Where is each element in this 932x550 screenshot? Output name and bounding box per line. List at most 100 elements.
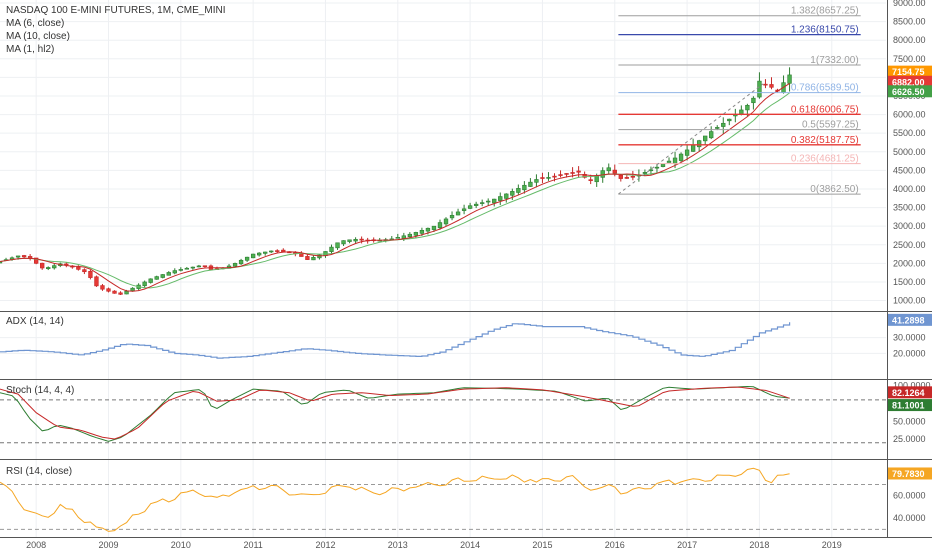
stoch-tick-label: 50.0000	[893, 416, 926, 426]
ma10-legend: MA (10, close)	[6, 31, 70, 42]
candle-body	[52, 265, 57, 269]
stoch-d-line	[0, 386, 790, 440]
candle-body	[624, 177, 629, 179]
candle-body	[76, 266, 81, 270]
price-badge	[888, 65, 932, 78]
candle-body	[449, 215, 455, 219]
candle-body	[684, 149, 690, 156]
candle-body	[317, 254, 322, 259]
chart-legend: NASDAQ 100 E-MINI FUTURES, 1M, CME_MINI …	[6, 4, 225, 56]
candle-body	[269, 250, 274, 253]
candle-body	[178, 269, 183, 271]
candle-body	[660, 163, 666, 167]
candle-body	[190, 266, 196, 269]
candle-body	[654, 166, 660, 169]
candle-body	[88, 270, 93, 278]
candle-body	[703, 135, 708, 142]
candle-body	[540, 177, 545, 179]
candles	[0, 67, 792, 295]
candle-body	[263, 251, 268, 254]
candle-body	[94, 276, 99, 287]
candle-body	[588, 179, 593, 181]
candle-body	[395, 237, 400, 239]
candle-body	[666, 160, 672, 163]
year-tick-label: 2017	[677, 540, 697, 550]
adx-tick-label: 20.0000	[893, 348, 926, 358]
stoch-value-label: 82.1264	[892, 388, 925, 398]
candle-body	[112, 290, 117, 294]
candle-body	[739, 109, 744, 115]
adx-line	[0, 322, 791, 359]
candle-body	[630, 176, 636, 178]
candle-body	[648, 169, 654, 172]
stoch-value-badge	[888, 399, 932, 412]
candle-body	[166, 272, 171, 276]
fib-level-label: 0.382(5187.75)	[791, 135, 859, 146]
price-tick-label: 1500.00	[893, 277, 926, 287]
fib-level-label: 1(7332.00)	[810, 55, 858, 66]
candle-body	[486, 200, 491, 203]
candle-body	[516, 188, 521, 193]
candle-body	[425, 227, 431, 232]
candle-body	[0, 261, 3, 264]
price-tick-label: 1000.00	[893, 296, 926, 306]
candle-body	[21, 255, 27, 258]
candle-body	[335, 242, 340, 249]
candle-body	[148, 278, 153, 283]
candle-body	[118, 292, 123, 295]
price-tick-label: 7500.00	[893, 54, 926, 64]
price-tick-label: 2000.00	[893, 258, 926, 268]
year-tick-label: 2008	[26, 540, 46, 550]
candle-body	[160, 274, 165, 278]
rsi-value-badge	[888, 467, 932, 480]
candle-body	[347, 239, 352, 242]
candle-body	[305, 256, 310, 260]
symbol-title: NASDAQ 100 E-MINI FUTURES, 1M, CME_MINI	[6, 5, 226, 16]
price-badge	[888, 75, 932, 88]
fib-level-label: 0.618(6006.75)	[791, 104, 859, 115]
rsi-line	[0, 467, 790, 532]
candle-body	[473, 203, 479, 206]
candle-body	[15, 255, 21, 258]
candle-body	[570, 172, 575, 174]
candle-body	[437, 222, 443, 229]
candle-body	[461, 208, 467, 211]
year-tick-label: 2013	[388, 540, 408, 550]
candle-body	[100, 285, 105, 290]
price-tick-label: 3000.00	[893, 221, 926, 231]
candle-body	[172, 270, 177, 274]
price-tick-label: 9000.00	[893, 0, 926, 8]
candle-body	[618, 174, 623, 179]
candle-body	[40, 262, 45, 269]
stoch-tick-label: 100.0000	[893, 381, 931, 391]
stoch-k-line	[0, 385, 790, 442]
candle-body	[413, 232, 419, 236]
year-tick-label: 2018	[749, 540, 769, 550]
candle-body	[443, 218, 449, 225]
candle-body	[757, 80, 762, 98]
candle-body	[202, 265, 208, 268]
candle-body	[715, 127, 720, 129]
year-tick-label: 2014	[460, 540, 480, 550]
adx-tick-label: 30.0000	[893, 333, 926, 343]
fib-level-label: 0.236(4681.25)	[791, 154, 859, 165]
candle-body	[244, 256, 250, 261]
candle-body	[763, 83, 768, 86]
adx-value-label: 41.2898	[892, 315, 925, 325]
stoch-tick-label: 25.0000	[893, 434, 926, 444]
candle-body	[564, 173, 569, 175]
year-tick-label: 2011	[243, 540, 262, 550]
year-tick-label: 2015	[532, 540, 552, 550]
candle-body	[534, 179, 539, 183]
candle-body	[528, 181, 533, 187]
candle-body	[751, 97, 756, 104]
rsi-tick-label: 60.0000	[893, 491, 926, 501]
price-tick-label: 3500.00	[893, 203, 926, 213]
fib-level-label: 0.786(6589.50)	[791, 83, 859, 94]
candle-body	[46, 267, 51, 270]
adx-value-badge	[888, 313, 932, 326]
candle-body	[576, 170, 581, 173]
ma1-legend: MA (1, hl2)	[6, 44, 55, 55]
rsi-value-label: 79.7830	[892, 469, 925, 479]
